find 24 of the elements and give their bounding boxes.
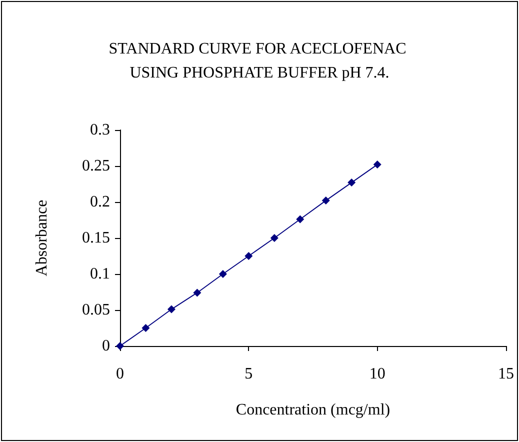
y-tick-label: 0.15	[82, 230, 110, 246]
y-tick-label: 0.25	[82, 158, 110, 174]
point	[373, 160, 382, 169]
x-tick-label: 5	[244, 366, 253, 382]
chart-title: STANDARD CURVE FOR ACECLOFENAC USING PHOSPHATE BUFFER pH 7.4.	[108, 40, 410, 82]
point	[218, 270, 227, 278]
y-axis-title: Absorbance	[34, 200, 50, 276]
x-axis-title: Concentration (mcg/ml)	[236, 402, 390, 418]
x-tick-label: 10	[369, 366, 386, 382]
y-tick-label: 0.1	[90, 266, 110, 282]
point	[193, 288, 202, 297]
point	[296, 215, 304, 224]
point	[270, 234, 278, 242]
point	[167, 305, 176, 314]
point	[142, 324, 150, 332]
y-tick-label: 0.2	[90, 194, 110, 210]
x-tick-label: 15	[498, 366, 514, 382]
point	[244, 252, 253, 260]
y-tick-label: 0	[102, 338, 110, 354]
x-tick-label: 0	[116, 366, 124, 382]
point	[348, 178, 356, 187]
y-tick-label: 0.3	[90, 122, 110, 138]
point	[322, 196, 330, 205]
y-tick-label: 0.05	[82, 302, 110, 318]
